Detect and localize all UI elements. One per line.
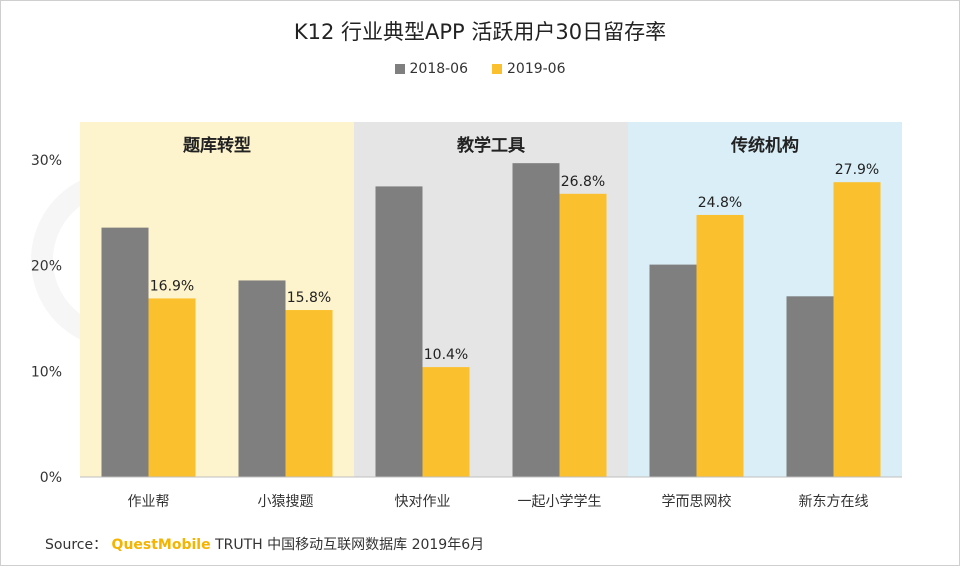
source-rest: TRUTH 中国移动互联网数据库 2019年6月 [215,537,485,553]
data-label-1-4: 24.8% [698,195,742,211]
bar-1-2 [422,367,470,477]
y-tick-label-1: 10% [31,364,62,380]
bar-0-5 [786,296,834,477]
chart-title: K12 行业典型APP 活跃用户30日留存率 [293,20,667,44]
legend-label-2018: 2018-06 [409,61,469,77]
bar-0-0 [101,227,149,477]
x-tick-label-3: 一起小学学生 [518,494,602,510]
group-label-1: 教学工具 [456,135,525,156]
data-label-1-0: 16.9% [150,278,194,294]
data-label-1-1: 15.8% [287,290,331,306]
legend-item-2019: 2019-06 [492,61,566,77]
bar-0-4 [649,264,697,477]
bar-1-4 [696,214,744,478]
data-label-1-2: 10.4% [424,347,468,363]
legend-label-2019: 2019-06 [507,61,566,77]
legend: 2018-06 2019-06 [0,61,960,77]
data-label-1-3: 26.8% [561,174,605,190]
x-tick-label-0: 作业帮 [128,494,170,510]
x-tick-label-2: 快对作业 [395,494,451,510]
bar-1-0 [148,298,196,477]
bar-0-1 [238,280,286,477]
x-tick-label-1: 小猿搜题 [258,494,314,510]
y-tick-label-0: 0% [40,470,62,486]
x-tick-label-4: 学而思网校 [662,493,732,510]
bar-0-2 [375,186,423,477]
legend-swatch-2018 [394,64,405,74]
bar-1-5 [833,182,881,477]
y-tick-label-3: 30% [31,153,62,169]
group-label-2: 传统机构 [730,135,799,156]
legend-swatch-2019 [492,64,502,74]
source-brand: QuestMobile [111,537,211,553]
bar-0-3 [512,163,560,478]
data-label-1-5: 27.9% [835,162,879,178]
bar-1-1 [285,310,333,477]
group-label-0: 题库转型 [183,135,251,156]
y-tick-label-2: 20% [31,259,62,275]
x-tick-label-5: 新东方在线 [799,494,869,510]
legend-item-2018: 2018-06 [394,61,469,77]
source-prefix: Source： [45,537,108,553]
source-note: Source： QuestMobile TRUTH 中国移动互联网数据库 201… [45,534,484,554]
bar-1-3 [559,193,607,477]
